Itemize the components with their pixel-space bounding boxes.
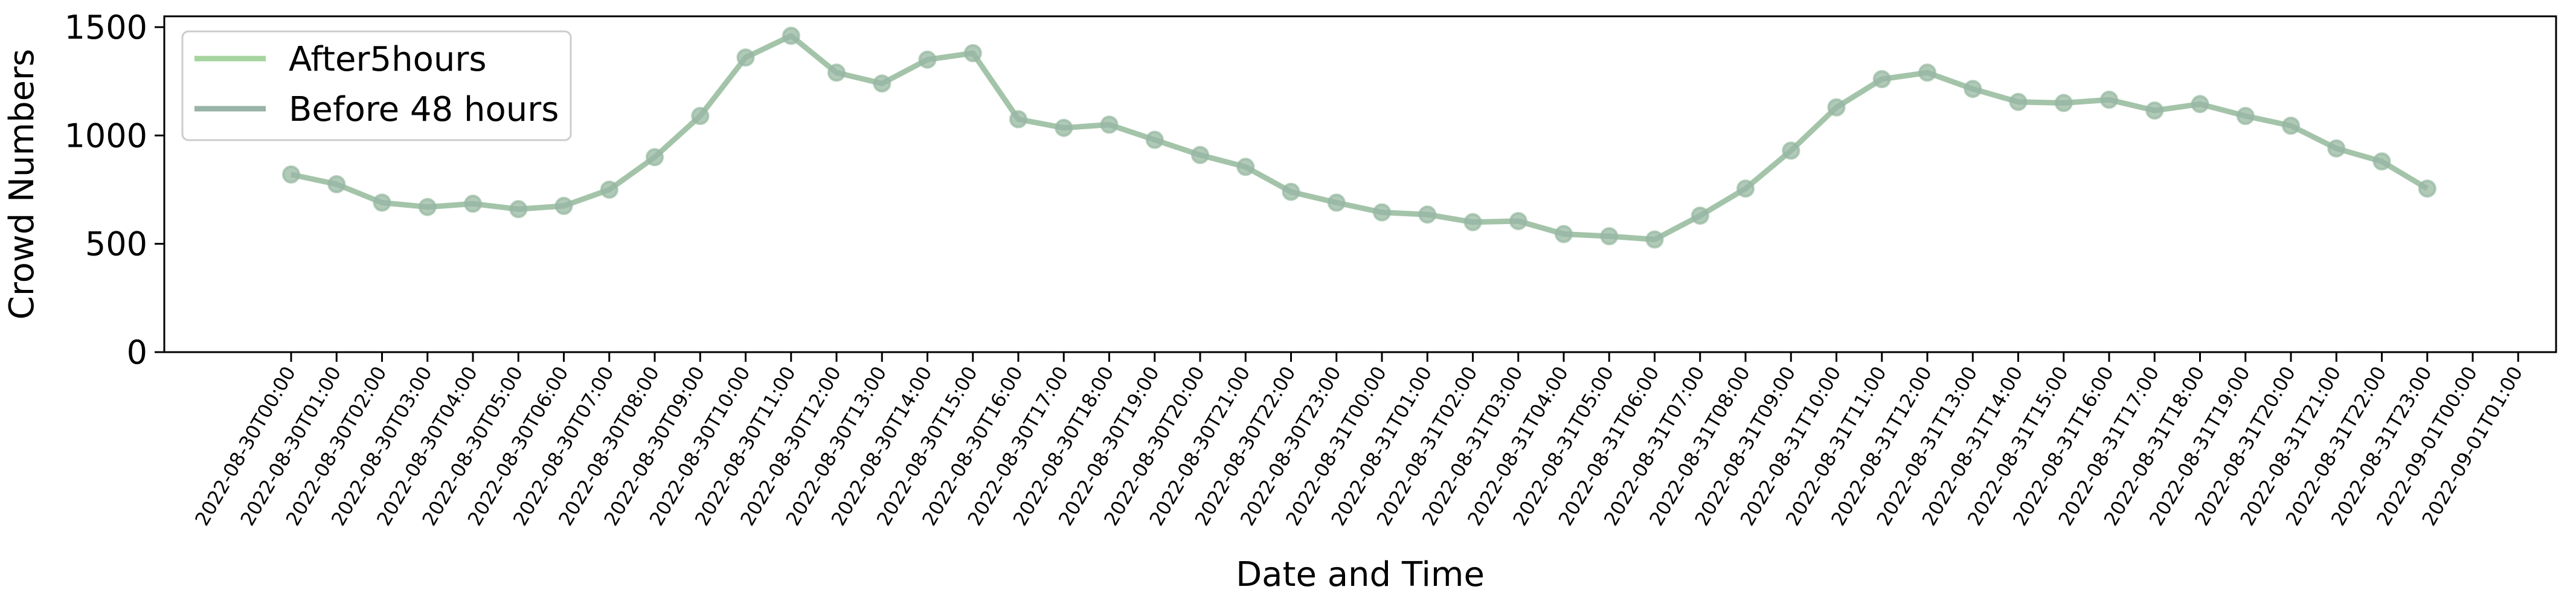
series-1-point: [1282, 182, 1300, 201]
series-1-point: [2100, 91, 2118, 109]
x-axis-title: Date and Time: [1236, 555, 1485, 594]
series-1-point: [1236, 158, 1255, 176]
y-tick-label: 1000: [65, 117, 147, 155]
series-1-point: [1964, 80, 1982, 98]
series-1-point: [691, 107, 710, 125]
series-1-point: [1555, 225, 1573, 243]
series-1-point: [2009, 92, 2028, 111]
series-1-point: [1872, 70, 1891, 88]
series-1-point: [1691, 207, 1709, 225]
y-tick-label: 0: [127, 333, 147, 371]
plot-frame: [163, 15, 2557, 353]
series-1-point: [2236, 107, 2255, 125]
plot-layer: [282, 27, 2436, 249]
series-1-point: [327, 175, 346, 193]
series-1-point: [1418, 205, 1437, 224]
series-1-point: [1055, 118, 1073, 137]
series-1-point: [2418, 179, 2436, 198]
series-1-point: [373, 193, 391, 212]
series-1-point: [554, 196, 573, 215]
series-1-point: [1009, 110, 1027, 129]
series-1-point: [2054, 94, 2073, 112]
legend-label-before-48-hours: Before 48 hours: [289, 90, 559, 129]
x-axis-ticks: 2022-08-30T00:002022-08-30T01:002022-08-…: [190, 352, 2527, 530]
series-1-point: [918, 50, 937, 69]
series-line-1: [291, 33, 2429, 242]
series-1-point: [509, 200, 528, 219]
legend-label-after5hours: After5hours: [289, 40, 487, 79]
series-0: [282, 27, 2436, 249]
y-axis-ticks: 0 500 1000 1500: [65, 8, 164, 371]
series-1-point: [1191, 146, 1209, 164]
series-1-point: [282, 165, 300, 184]
series-1-point: [600, 181, 618, 199]
series-1: [282, 27, 2436, 249]
series-1-point: [1918, 63, 1936, 82]
legend: After5hours Before 48 hours: [181, 30, 572, 141]
series-1-point: [1145, 130, 1164, 149]
series-1-point: [1645, 230, 1664, 249]
series-1-point: [1827, 98, 1846, 117]
series-1-point: [1463, 213, 1482, 231]
series-1-point: [1782, 141, 1800, 160]
series-1-point: [963, 44, 982, 62]
series-1-point: [1600, 227, 1619, 246]
series-1-point: [873, 74, 891, 93]
y-tick-label: 500: [85, 225, 147, 263]
series-1-point: [2372, 152, 2391, 171]
y-axis-title: Crowd Numbers: [2, 49, 42, 320]
series-1-point: [2145, 101, 2164, 120]
series-1-point: [1509, 212, 1527, 230]
series-1-point: [1373, 203, 1391, 222]
series-1-point: [1100, 115, 1119, 134]
series-1-point: [736, 48, 755, 67]
series-1-point: [2327, 139, 2346, 158]
series-1-point: [1327, 193, 1346, 212]
series-1-point: [464, 194, 482, 213]
series-1-point: [1736, 179, 1755, 198]
series-1-point: [2282, 117, 2300, 135]
legend-box: [181, 30, 572, 141]
series-1-point: [782, 27, 800, 45]
series-1-point: [2191, 95, 2209, 114]
series-1-point: [827, 63, 846, 82]
series-1-point: [646, 148, 664, 167]
series-1-point: [418, 198, 437, 216]
y-tick-label: 1500: [65, 8, 147, 47]
